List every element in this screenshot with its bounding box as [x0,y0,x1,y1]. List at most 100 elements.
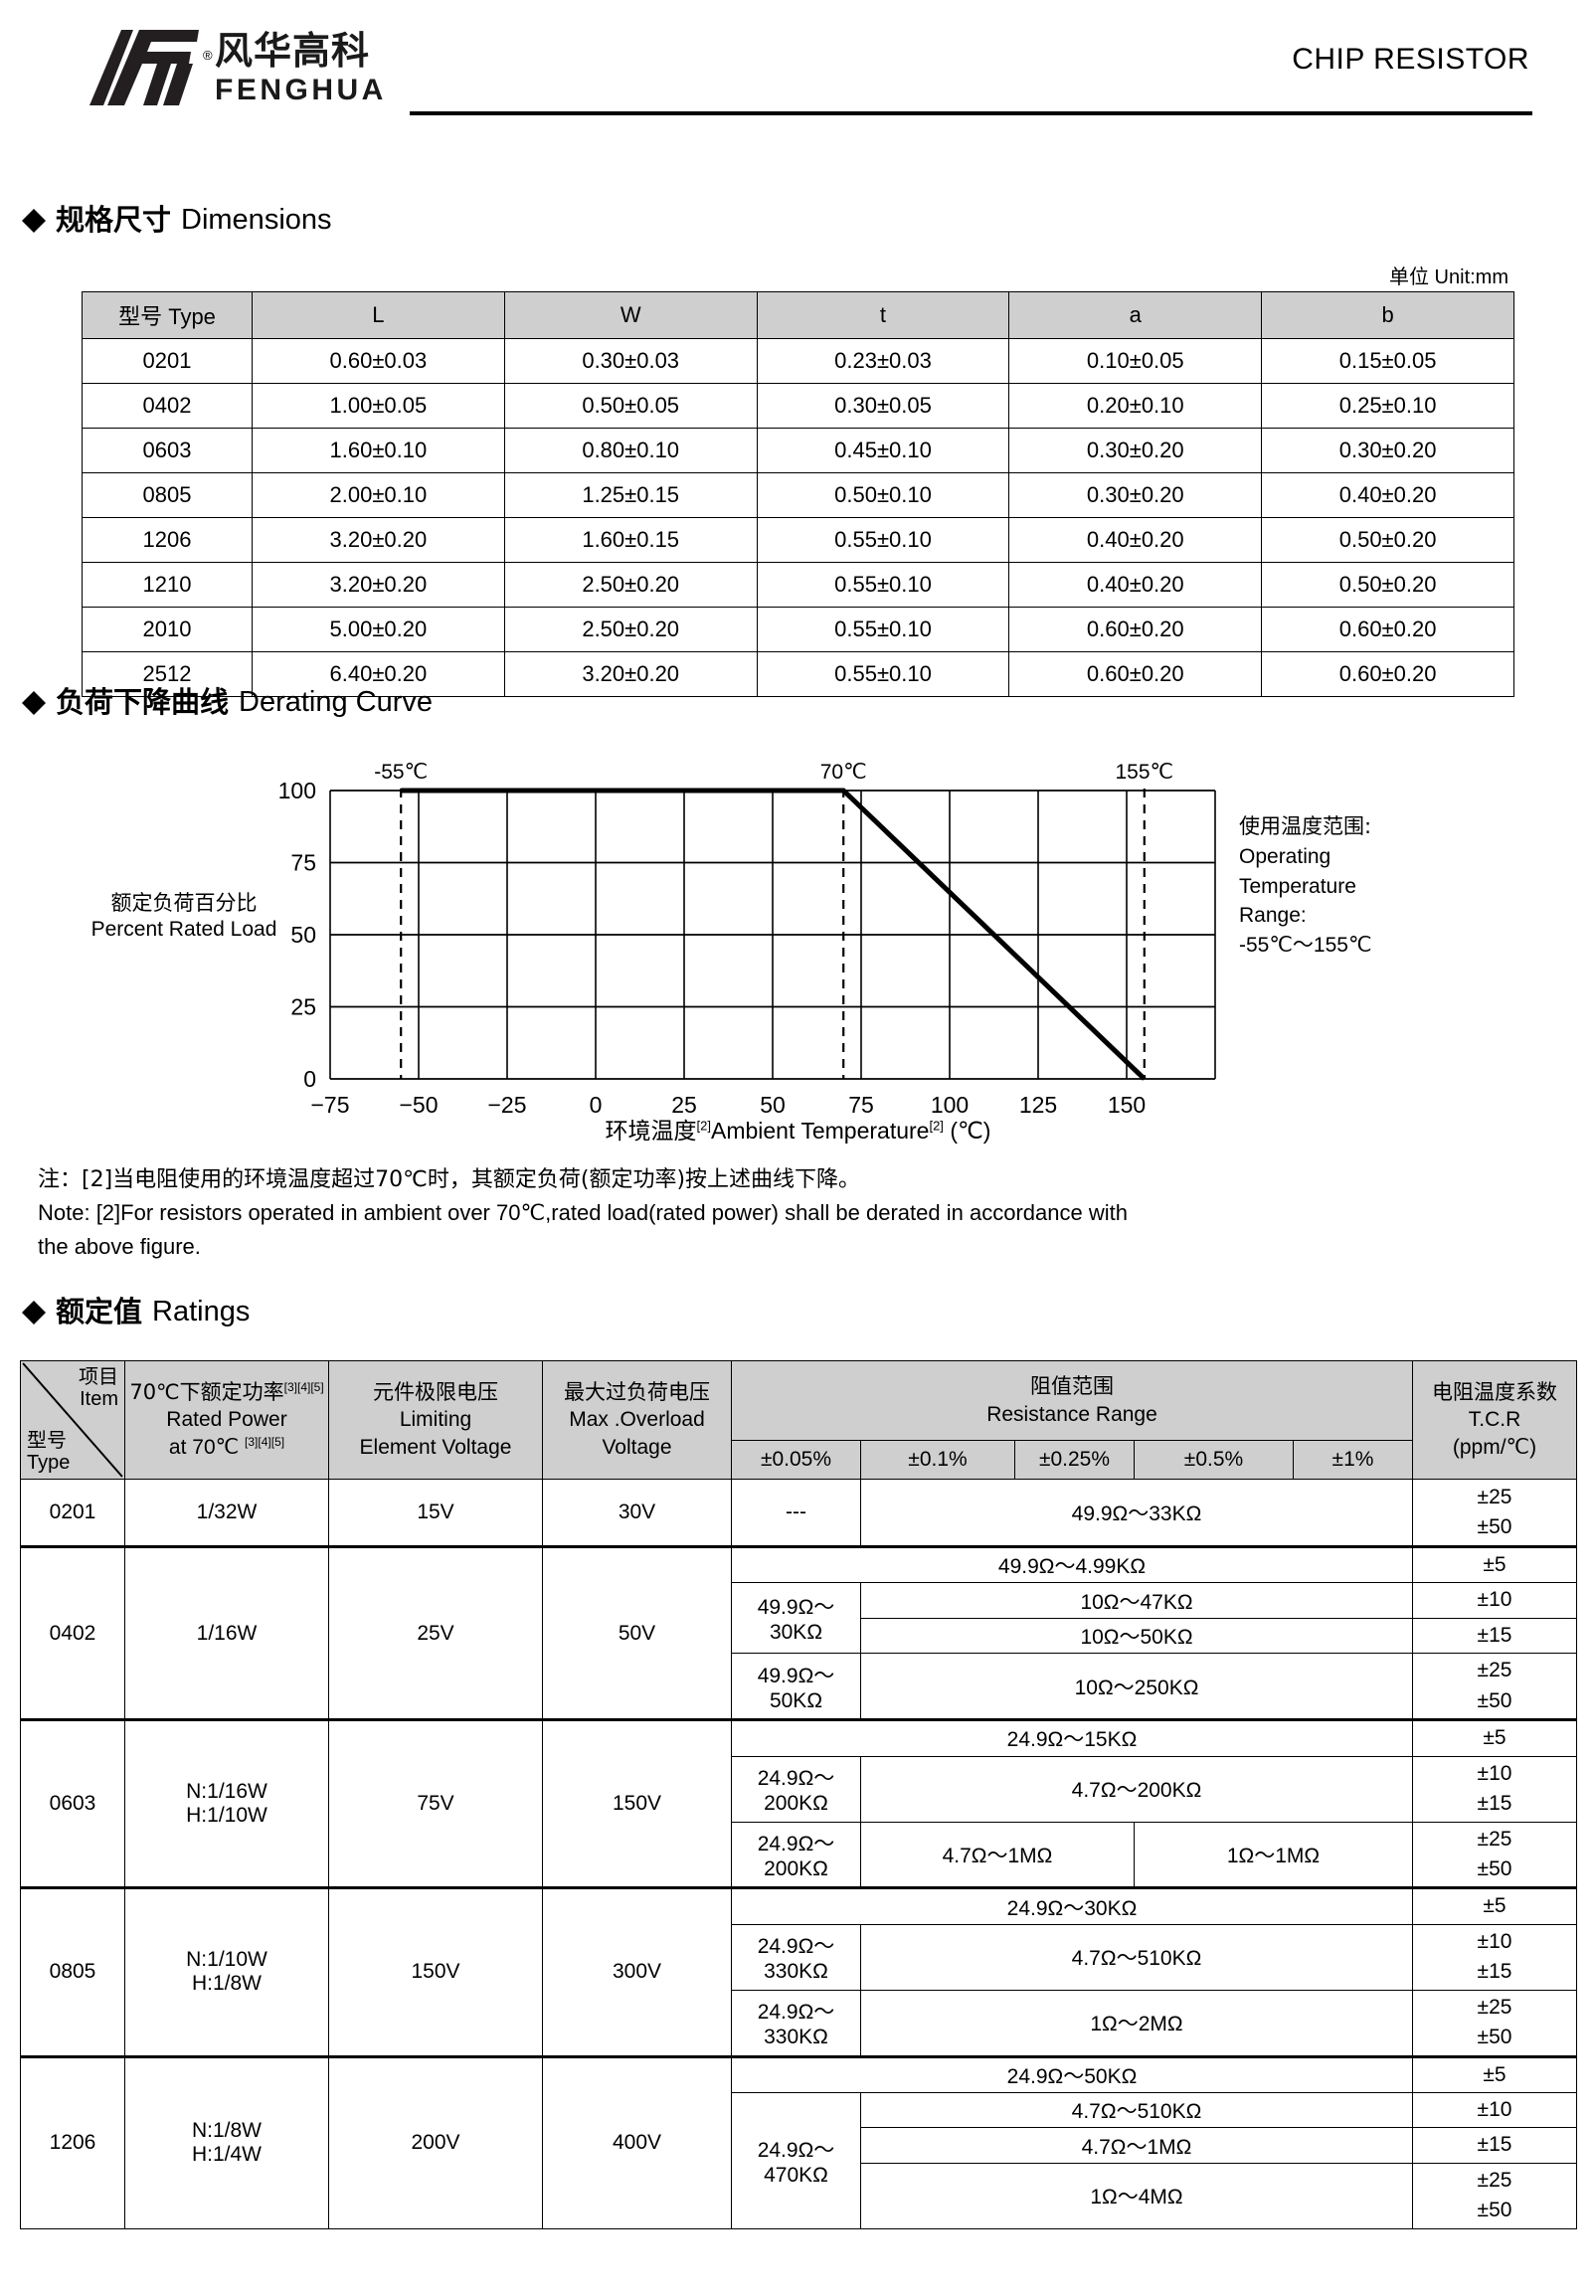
derating-heading-en: Derating Curve [239,686,434,718]
table-row: 1210 3.20±0.20 2.50±0.20 0.55±0.10 0.40±0.20… [82,562,1514,608]
table-header-row: 型号 Type L W t a b [82,291,1514,339]
cell-resistance-right: 1Ω～1MΩ [1134,1821,1413,1889]
note-en-2: the above figure. [38,1233,201,1259]
cell-tcr: ±5 [1412,1886,1577,1925]
cell-L: 5.00±0.20 [252,607,505,652]
cell-t: 0.50±0.10 [756,472,1010,518]
cell-resistance-005: 49.9Ω～ 30KΩ [731,1582,861,1655]
cell-b: 0.40±0.20 [1261,472,1514,518]
cell-L: 3.20±0.20 [252,562,505,608]
cell-a: 0.60±0.20 [1008,607,1263,652]
cell-a: 0.20±0.10 [1008,383,1263,429]
cell-L: 6.40±0.20 [252,651,505,697]
cell-tcr: ±5 [1412,1718,1577,1757]
x-tick-label: 0 [590,1092,603,1118]
cell-tcr: ±10 ±15 [1412,1923,1577,1991]
dimensions-heading-en: Dimensions [181,204,332,236]
cell-overload-voltage: 150V [542,1718,732,1889]
cell-resistance-span: 4.7Ω～510KΩ [860,1923,1413,1991]
column-header-type: 型号 Type [82,291,253,339]
cell-type: 0805 [82,472,253,518]
header-limiting-voltage: 元件极限电压 Limiting Element Voltage [328,1360,543,1480]
marker-label: -55℃ [374,761,428,784]
cell-overload-voltage: 400V [542,2054,732,2229]
cell-L: 3.20±0.20 [252,517,505,563]
derating-note: 注：[2]当电阻使用的环境温度超过70℃时，其额定负荷(额定功率)按上述曲线下降… [38,1163,1559,1263]
table-row: 2512 6.40±0.20 3.20±0.20 0.55±0.10 0.60±0.20… [82,651,1514,697]
header-tolerance-3: ±0.5% [1134,1440,1294,1480]
table-row: 24.9Ω～ 330KΩ 4.7Ω～510KΩ ±10 ±15 [21,1923,1577,1991]
table-row: 10Ω～50KΩ ±15 [21,1617,1577,1655]
column-header-L: L [252,291,505,339]
table-row: 0402 1.00±0.05 0.50±0.05 0.30±0.05 0.20±0.10… [82,383,1514,429]
table-row: 0805 2.00±0.10 1.25±0.15 0.50±0.10 0.30±0.20… [82,472,1514,518]
column-header-b: b [1261,291,1514,339]
cell-resistance-005: 24.9Ω～ 470KΩ [731,2092,861,2229]
cell-limiting-voltage: 75V [328,1718,543,1889]
derating-curve-line [401,788,1147,1081]
registered-trademark-icon: ® [203,48,213,63]
cell-type: 0402 [20,1544,125,1721]
cell-resistance-005: 24.9Ω～ 330KΩ [731,1989,861,2057]
x-tick-label: −50 [399,1092,438,1118]
cell-resistance-span: 4.7Ω～1MΩ [860,2127,1413,2164]
marker-label: 70℃ [820,761,867,784]
x-axis-label-footnote-2: [2] [929,1118,944,1134]
cell-resistance-full: 24.9Ω～15KΩ [731,1718,1413,1757]
type-header-cn: 型号 [118,304,163,329]
corner-item-label: 项目 Item [79,1364,118,1411]
cell-b: 0.60±0.20 [1261,607,1514,652]
header-tolerance-4: ±1% [1293,1440,1413,1480]
cell-tcr: ±25 ±50 [1412,1989,1577,2057]
cell-tcr: ±10 ±15 [1412,1755,1577,1823]
cell-limiting-voltage: 200V [328,2054,543,2229]
cell-resistance-005: 24.9Ω～ 330KΩ [731,1923,861,1991]
x-axis-label-unit: (℃) [950,1118,991,1144]
cell-tcr: ±5 [1412,1544,1577,1584]
header-overload-voltage: 最大过负荷电压 Max .Overload Voltage [542,1360,732,1480]
header-rated-power: 70℃下额定功率[3][4][5] Rated Power at 70℃ [3][4… [124,1360,329,1480]
header-resistance-range: 阻值范围 Resistance Range [731,1359,1413,1442]
ratings-heading-en: Ratings [152,1296,251,1327]
cell-L: 2.00±0.10 [252,472,505,518]
cell-resistance-span: 10Ω～250KΩ [860,1653,1413,1721]
cell-type: 0201 [82,338,253,384]
table-row: 4.7Ω～1MΩ ±15 [21,2127,1577,2164]
y-tick-label: 25 [290,994,316,1020]
cell-L: 0.60±0.03 [252,338,505,384]
cell-rated-power: N:1/16W H:1/10W [124,1718,329,1889]
cell-resistance-left: 4.7Ω～1MΩ [860,1821,1135,1889]
diamond-bullet-icon [22,197,46,233]
table-row: 1206 3.20±0.20 1.60±0.15 0.55±0.10 0.40±0.20… [82,517,1514,563]
cell-b: 0.50±0.20 [1261,517,1514,563]
cell-rated-power: N:1/8W H:1/4W [124,2054,329,2229]
x-axis-label-en: Ambient Temperature [710,1118,930,1144]
table-row: 0201 1/32W 15V 30V --- 49.9Ω～33KΩ ±25 ±50 [20,1479,1577,1547]
cell-limiting-voltage: 150V [328,1886,543,2057]
cell-tcr: ±25 ±50 [1412,1479,1577,1547]
table-row: 0402 1/16W 25V 50V 49.9Ω～4.99KΩ ±5 [20,1544,1577,1721]
column-header-W: W [503,291,758,339]
cell-resistance-005: 24.9Ω～ 200KΩ [731,1821,861,1889]
cell-resistance-span: 10Ω～50KΩ [860,1617,1413,1655]
cell-t: 0.45±0.10 [756,428,1010,473]
x-tick-label: 125 [1019,1092,1057,1118]
ratings-heading-cn: 额定值 [56,1295,143,1328]
cell-limiting-voltage: 25V [328,1544,543,1721]
cell-resistance-full: 49.9Ω～4.99KΩ [731,1544,1413,1584]
cell-W: 2.50±0.20 [503,607,758,652]
cell-W: 0.50±0.05 [503,383,758,429]
cell-resistance-full: 24.9Ω～50KΩ [731,2054,1413,2094]
table-row: 24.9Ω～ 200KΩ 4.7Ω～200KΩ ±10 ±15 [21,1755,1577,1823]
cell-tcr: ±25 ±50 [1412,1653,1577,1721]
note-en-1: Note: [2]For resistors operated in ambie… [38,1200,1128,1226]
cell-t: 0.55±0.10 [756,517,1010,563]
y-tick-label: 0 [303,1066,316,1092]
cell-overload-voltage: 300V [542,1886,732,2057]
column-header-t: t [756,291,1010,339]
table-row: 24.9Ω～ 330KΩ 1Ω～2MΩ ±25 ±50 [21,1989,1577,2057]
section-heading-dimensions: 规格尺寸 Dimensions [22,206,332,235]
dimensions-table: 型号 Type L W t a b 0201 0.60±0.03 0.30±0.03… [82,291,1514,697]
cell-W: 2.50±0.20 [503,562,758,608]
cell-W: 0.80±0.10 [503,428,758,473]
